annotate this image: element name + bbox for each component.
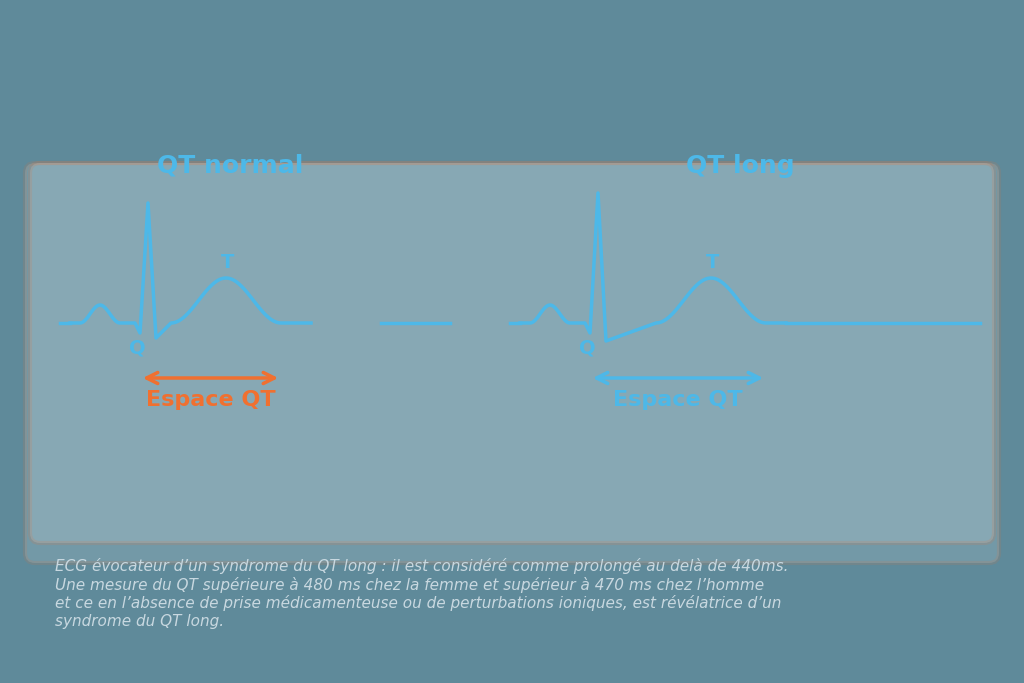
Text: T: T bbox=[707, 253, 720, 272]
Text: T: T bbox=[221, 253, 234, 272]
Text: QT normal: QT normal bbox=[157, 154, 303, 178]
FancyBboxPatch shape bbox=[25, 163, 999, 563]
FancyBboxPatch shape bbox=[30, 163, 994, 543]
Text: ECG évocateur d’un syndrome du QT long : il est considéré comme prolongé au delà: ECG évocateur d’un syndrome du QT long :… bbox=[55, 558, 788, 628]
Text: Espace QT: Espace QT bbox=[613, 390, 742, 410]
Text: Espace QT: Espace QT bbox=[145, 390, 275, 410]
Text: Q: Q bbox=[579, 338, 595, 357]
Text: Q: Q bbox=[129, 338, 145, 357]
Text: QT long: QT long bbox=[686, 154, 795, 178]
